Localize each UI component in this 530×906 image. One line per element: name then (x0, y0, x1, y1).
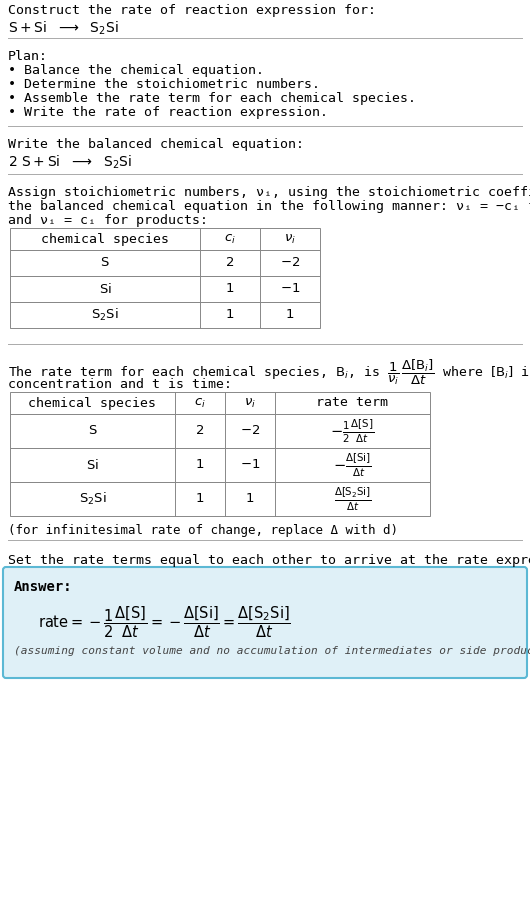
Text: the balanced chemical equation in the following manner: νᵢ = −cᵢ for reactants: the balanced chemical equation in the fo… (8, 200, 530, 213)
Text: $-\frac{1}{2}\frac{\Delta[\mathrm{S}]}{\Delta t}$: $-\frac{1}{2}\frac{\Delta[\mathrm{S}]}{\… (331, 418, 375, 445)
Text: (for infinitesimal rate of change, replace Δ with d): (for infinitesimal rate of change, repla… (8, 524, 398, 537)
Bar (10, 228, 320, 250)
Text: $\nu_i$: $\nu_i$ (284, 233, 296, 246)
Text: $1$: $1$ (225, 309, 235, 322)
FancyBboxPatch shape (3, 567, 527, 678)
Text: Set the rate terms equal to each other to arrive at the rate expression:: Set the rate terms equal to each other t… (8, 554, 530, 567)
Bar (10, 482, 430, 516)
Text: $-1$: $-1$ (240, 458, 260, 471)
Text: $-2$: $-2$ (280, 256, 300, 269)
Text: • Balance the chemical equation.: • Balance the chemical equation. (8, 64, 264, 77)
Text: $1$: $1$ (245, 493, 254, 506)
Text: $\mathrm{Si}$: $\mathrm{Si}$ (99, 282, 111, 296)
Text: $1$: $1$ (285, 309, 295, 322)
Text: $1$: $1$ (225, 283, 235, 295)
Text: $-\frac{\Delta[\mathrm{Si}]}{\Delta t}$: $-\frac{\Delta[\mathrm{Si}]}{\Delta t}$ (333, 451, 372, 478)
Text: Plan:: Plan: (8, 50, 48, 63)
Text: • Write the rate of reaction expression.: • Write the rate of reaction expression. (8, 106, 328, 119)
Bar (10, 414, 430, 448)
Text: $\mathrm{S}$: $\mathrm{S}$ (100, 256, 110, 269)
Text: $\nu_i$: $\nu_i$ (244, 397, 256, 410)
Text: $\mathrm{2\ S + Si\ \ \longrightarrow\ \ S_2Si}$: $\mathrm{2\ S + Si\ \ \longrightarrow\ \… (8, 154, 132, 171)
Bar (10, 276, 320, 302)
Text: Assign stoichiometric numbers, νᵢ, using the stoichiometric coefficients, cᵢ, fr: Assign stoichiometric numbers, νᵢ, using… (8, 186, 530, 199)
Bar (10, 448, 430, 482)
Bar (10, 250, 320, 276)
Bar (10, 302, 320, 328)
Text: rate term: rate term (316, 397, 388, 410)
Text: $\mathrm{rate} = -\dfrac{1}{2}\dfrac{\Delta[\mathrm{S}]}{\Delta t} = -\dfrac{\De: $\mathrm{rate} = -\dfrac{1}{2}\dfrac{\De… (38, 604, 291, 640)
Text: The rate term for each chemical species, $\mathrm{B}_i$, is $\dfrac{1}{\nu_i}\,\: The rate term for each chemical species,… (8, 358, 530, 388)
Text: $\mathrm{Si}$: $\mathrm{Si}$ (86, 458, 99, 472)
Text: Answer:: Answer: (14, 580, 73, 594)
Text: $c_i$: $c_i$ (194, 397, 206, 410)
Text: • Assemble the rate term for each chemical species.: • Assemble the rate term for each chemic… (8, 92, 416, 105)
Text: $\mathrm{S}$: $\mathrm{S}$ (87, 425, 98, 438)
Text: chemical species: chemical species (29, 397, 156, 410)
Text: Write the balanced chemical equation:: Write the balanced chemical equation: (8, 138, 304, 151)
Text: concentration and t is time:: concentration and t is time: (8, 378, 232, 391)
Text: $c_i$: $c_i$ (224, 233, 236, 246)
Text: chemical species: chemical species (41, 233, 169, 246)
Text: $-1$: $-1$ (280, 283, 300, 295)
Text: $-2$: $-2$ (240, 425, 260, 438)
Text: and νᵢ = cᵢ for products:: and νᵢ = cᵢ for products: (8, 214, 208, 227)
Text: $1$: $1$ (196, 458, 205, 471)
Text: (assuming constant volume and no accumulation of intermediates or side products): (assuming constant volume and no accumul… (14, 646, 530, 656)
Bar (10, 392, 430, 414)
Text: $\frac{\Delta[\mathrm{S_2Si}]}{\Delta t}$: $\frac{\Delta[\mathrm{S_2Si}]}{\Delta t}… (333, 486, 372, 513)
Text: $2$: $2$ (196, 425, 205, 438)
Text: $2$: $2$ (225, 256, 235, 269)
Text: $1$: $1$ (196, 493, 205, 506)
Text: • Determine the stoichiometric numbers.: • Determine the stoichiometric numbers. (8, 78, 320, 91)
Text: $\mathrm{S_2Si}$: $\mathrm{S_2Si}$ (78, 491, 107, 507)
Text: Construct the rate of reaction expression for:: Construct the rate of reaction expressio… (8, 4, 376, 17)
Text: $\mathrm{S_2Si}$: $\mathrm{S_2Si}$ (91, 307, 119, 323)
Text: $\mathrm{S + Si\ \ \longrightarrow\ \ S_2Si}$: $\mathrm{S + Si\ \ \longrightarrow\ \ S_… (8, 20, 119, 37)
